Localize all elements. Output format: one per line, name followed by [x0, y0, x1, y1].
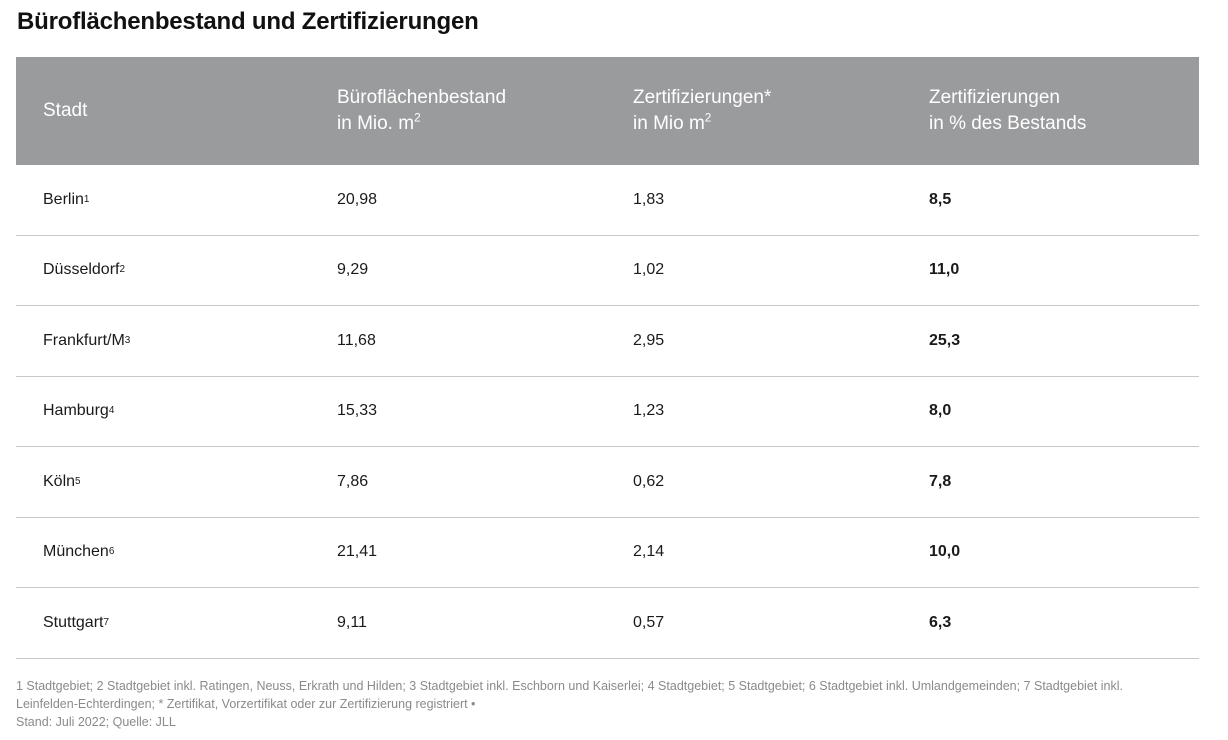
- cell-certifications: 1,23: [633, 402, 665, 420]
- cell-certifications: 1,83: [633, 190, 665, 208]
- cell-city: Stuttgart 7: [43, 613, 109, 631]
- table-row: Düsseldorf 2 9,29 1,02 11,0: [16, 236, 1199, 306]
- header-certifications-line2: in Mio m2: [633, 111, 712, 134]
- cell-certification-share: 7,8: [929, 472, 952, 490]
- footnote-line: Leinfelden-Echterdingen; * Zertifikat, V…: [16, 697, 476, 711]
- header-certifications: Zertifizierungen* in Mio m2: [633, 85, 771, 137]
- header-certification-share: Zertifizierungen in % des Bestands: [929, 85, 1086, 137]
- header-office-stock-line2: in Mio. m2: [337, 111, 421, 134]
- cell-city: München 6: [43, 543, 115, 561]
- cell-certification-share: 6,3: [929, 613, 952, 631]
- source-line: Stand: Juli 2022; Quelle: JLL: [16, 715, 176, 729]
- footnotes: 1 Stadtgebiet; 2 Stadtgebiet inkl. Ratin…: [16, 677, 1206, 731]
- cell-city: Hamburg 4: [43, 402, 115, 420]
- header-certifications-line1: Zertifizierungen*: [633, 87, 772, 108]
- cell-certifications: 0,57: [633, 613, 665, 631]
- cell-certification-share: 10,0: [929, 543, 961, 561]
- cell-office-stock: 20,98: [337, 190, 378, 208]
- superscript: 2: [414, 111, 421, 125]
- cell-certifications: 2,95: [633, 331, 665, 349]
- cell-office-stock: 7,86: [337, 472, 369, 490]
- cell-certification-share: 8,5: [929, 190, 952, 208]
- cell-certification-share: 11,0: [929, 261, 960, 279]
- cell-office-stock: 15,33: [337, 402, 378, 420]
- cell-office-stock: 21,41: [337, 543, 378, 561]
- cell-office-stock: 11,68: [337, 331, 376, 349]
- cell-office-stock: 9,11: [337, 613, 367, 631]
- table-row: Berlin 1 20,98 1,83 8,5: [16, 165, 1199, 236]
- header-certification-share-line1: Zertifizierungen: [929, 87, 1060, 108]
- cell-city: Köln 5: [43, 472, 81, 490]
- cell-office-stock: 9,29: [337, 261, 369, 279]
- table-row: Köln 5 7,86 0,62 7,8: [16, 447, 1199, 518]
- header-office-stock-line1: Büroflächenbestand: [337, 87, 507, 108]
- cell-city: Frankfurt/M 3: [43, 331, 131, 349]
- table-row: Hamburg 4 15,33 1,23 8,0: [16, 377, 1199, 447]
- cell-city: Berlin 1: [43, 190, 90, 208]
- table-header: Stadt Büroflächenbestand in Mio. m2 Zert…: [16, 57, 1199, 165]
- cell-certification-share: 25,3: [929, 331, 961, 349]
- cell-certifications: 0,62: [633, 472, 665, 490]
- cell-city: Düsseldorf 2: [43, 261, 125, 279]
- cell-certifications: 2,14: [633, 543, 665, 561]
- superscript: 2: [704, 111, 712, 125]
- table-row: Frankfurt/M 3 11,68 2,95 25,3: [16, 306, 1199, 377]
- footnote-line: 1 Stadtgebiet; 2 Stadtgebiet inkl. Ratin…: [16, 679, 1123, 693]
- cell-certifications: 1,02: [633, 261, 665, 279]
- office-space-table: Stadt Büroflächenbestand in Mio. m2 Zert…: [16, 57, 1199, 659]
- cell-certification-share: 8,0: [929, 402, 952, 420]
- header-office-stock: Büroflächenbestand in Mio. m2: [337, 85, 506, 137]
- table-row: München 6 21,41 2,14 10,0: [16, 518, 1199, 588]
- table-body: Berlin 1 20,98 1,83 8,5 Düsseldorf 2 9,29 …: [16, 165, 1199, 659]
- header-city-label: Stadt: [43, 100, 88, 121]
- page-title: Büroflächenbestand und Zertifizierungen: [17, 8, 479, 35]
- table-row: Stuttgart 7 9,11 0,57 6,3: [16, 588, 1199, 659]
- header-city: Stadt: [43, 98, 87, 124]
- header-certification-share-line2: in % des Bestands: [929, 113, 1087, 134]
